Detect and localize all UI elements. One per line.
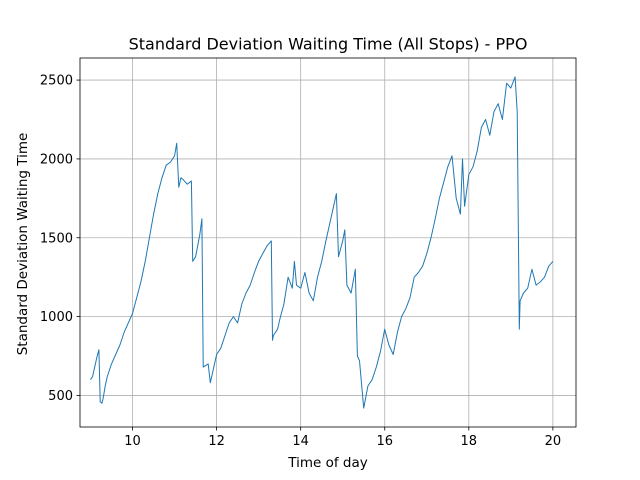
ticks: 10 12 14 16 18 20 500 1000 1500 2000 2500: [40, 74, 561, 449]
y-tick-label: 2500: [40, 74, 73, 89]
y-axis-label: Standard Deviation Waiting Time: [15, 133, 31, 356]
y-tick-label: 1500: [40, 231, 73, 246]
grid: [80, 58, 576, 427]
x-tick-label: 10: [124, 434, 141, 449]
y-tick-label: 500: [48, 389, 73, 404]
x-axis-label: Time of day: [287, 455, 367, 471]
series-layer: [90, 76, 554, 409]
series-line: [90, 76, 554, 409]
x-tick-label: 14: [292, 434, 309, 449]
x-tick-label: 12: [208, 434, 225, 449]
x-tick-label: 16: [376, 434, 393, 449]
x-tick-label: 18: [461, 434, 478, 449]
plot-frame: [79, 57, 577, 428]
y-tick-label: 2000: [40, 152, 73, 167]
x-tick-label: 20: [545, 434, 562, 449]
chart-title: Standard Deviation Waiting Time (All Sto…: [129, 35, 528, 54]
y-tick-label: 1000: [40, 310, 73, 325]
